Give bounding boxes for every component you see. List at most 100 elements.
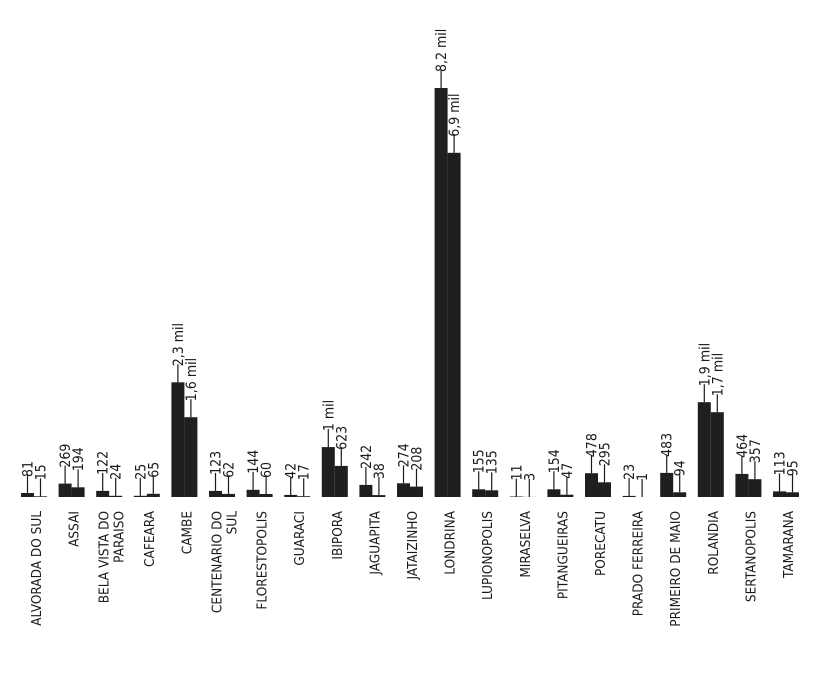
data-label: 123 — [209, 451, 225, 475]
bar-2 — [259, 494, 273, 497]
data-label: 208 — [410, 447, 426, 471]
data-label: 6,9 mil — [447, 94, 463, 137]
data-label: 144 — [246, 450, 262, 474]
data-label: 94 — [673, 460, 689, 476]
bar-1 — [58, 483, 72, 497]
bar-2 — [222, 493, 235, 497]
data-label: 60 — [259, 462, 275, 478]
bar-1 — [397, 483, 410, 497]
category-label: CENTENARIO DO — [210, 511, 226, 613]
data-label: 2,3 mil — [171, 323, 187, 366]
data-label: 155 — [472, 449, 488, 473]
category-label: CAMBE — [179, 511, 195, 554]
bar-1 — [735, 473, 749, 497]
data-label: 135 — [485, 450, 501, 474]
data-label: 269 — [58, 444, 74, 468]
bar-1 — [21, 493, 34, 497]
data-label: 194 — [71, 447, 87, 471]
data-label: 17 — [297, 464, 313, 480]
category-label: ALVORADA DO SUL — [29, 511, 45, 626]
category-label: JATAIZINHO — [405, 511, 421, 581]
category-label: PARAISO — [112, 511, 128, 563]
data-label: 38 — [372, 463, 388, 479]
category-label: PRADO FERREIRA — [631, 510, 647, 616]
bar-2 — [184, 417, 198, 497]
data-label: 3 — [522, 473, 538, 481]
data-label: 1 — [635, 473, 651, 481]
category-label: PRIMEIRO DE MAIO — [668, 511, 684, 627]
category-label: GUARACI — [292, 511, 308, 566]
category-label: IBIPORA — [330, 510, 346, 559]
data-label: 154 — [547, 449, 563, 473]
category-label: SUL — [225, 511, 241, 535]
bar-1 — [773, 491, 786, 497]
category-label: MIRASELVA — [518, 510, 534, 577]
data-label: 113 — [773, 451, 789, 475]
bar-2 — [673, 492, 687, 497]
data-label: 1,9 mil — [697, 343, 713, 386]
data-label: 95 — [786, 460, 802, 476]
bar-2 — [297, 496, 311, 497]
data-label: 1,6 mil — [184, 358, 200, 401]
bar-1 — [209, 490, 222, 497]
bar-1 — [472, 489, 486, 497]
bar-2 — [71, 487, 85, 497]
data-label: 478 — [585, 433, 601, 457]
data-label: 122 — [96, 451, 112, 475]
data-label: 11 — [509, 464, 525, 480]
category-label: ASSAI — [67, 511, 83, 547]
category-label: FLORESTOPOLIS — [255, 511, 271, 610]
data-label: 1 mil — [321, 400, 337, 431]
category-label: JAGUAPITA — [367, 510, 383, 575]
bar-1 — [622, 495, 636, 497]
data-label: 1,7 mil — [710, 353, 726, 396]
data-label: 15 — [34, 464, 50, 480]
category-label: PITANGUEIRAS — [555, 511, 571, 599]
bar-1 — [509, 496, 523, 497]
category-label: PORECATU — [593, 511, 609, 576]
data-label: 65 — [146, 462, 162, 478]
bar-1 — [96, 490, 110, 497]
data-label: 23 — [622, 464, 638, 480]
data-label: 81 — [21, 461, 37, 477]
bar-2 — [786, 492, 799, 497]
data-label: 274 — [397, 443, 413, 467]
chart-marks — [21, 70, 799, 498]
data-label: 25 — [133, 464, 149, 480]
bar-1 — [359, 484, 373, 497]
data-label: 464 — [735, 434, 751, 458]
bar-1 — [585, 473, 598, 497]
bar-2 — [710, 412, 724, 497]
bar-2 — [748, 479, 762, 497]
chart-category-labels: ALVORADA DO SUL ASSAI BELA VISTA DO PARAISO… — [29, 510, 797, 626]
bar-1 — [434, 88, 448, 497]
data-label: 483 — [660, 433, 676, 457]
data-label: 357 — [748, 439, 764, 463]
bar-1 — [171, 382, 185, 497]
bar-1 — [321, 447, 335, 497]
data-label: 295 — [598, 442, 614, 466]
category-label: SERTANOPOLIS — [743, 511, 759, 602]
category-label: CAFEARA — [142, 510, 158, 567]
data-label: 242 — [359, 445, 375, 469]
bar-2 — [410, 486, 423, 497]
data-label: 47 — [560, 463, 576, 479]
bar-2 — [447, 152, 461, 498]
bar-2 — [485, 490, 499, 497]
data-label: 62 — [222, 462, 238, 478]
bar-2 — [372, 495, 386, 497]
bar-1 — [660, 472, 674, 497]
category-label: LONDRINA — [443, 510, 459, 574]
data-label: 8,2 mil — [434, 29, 450, 72]
bar-2 — [560, 494, 574, 497]
category-label: ROLANDIA — [706, 510, 722, 574]
category-label: BELA VISTA DO — [97, 511, 113, 603]
category-label: LUPIONOPOLIS — [480, 511, 496, 600]
bar-2 — [598, 482, 611, 497]
bar-2 — [334, 465, 348, 497]
bar-1 — [697, 402, 711, 497]
data-label: 623 — [334, 426, 350, 450]
bar-2 — [34, 496, 47, 497]
bar-2 — [146, 493, 160, 497]
